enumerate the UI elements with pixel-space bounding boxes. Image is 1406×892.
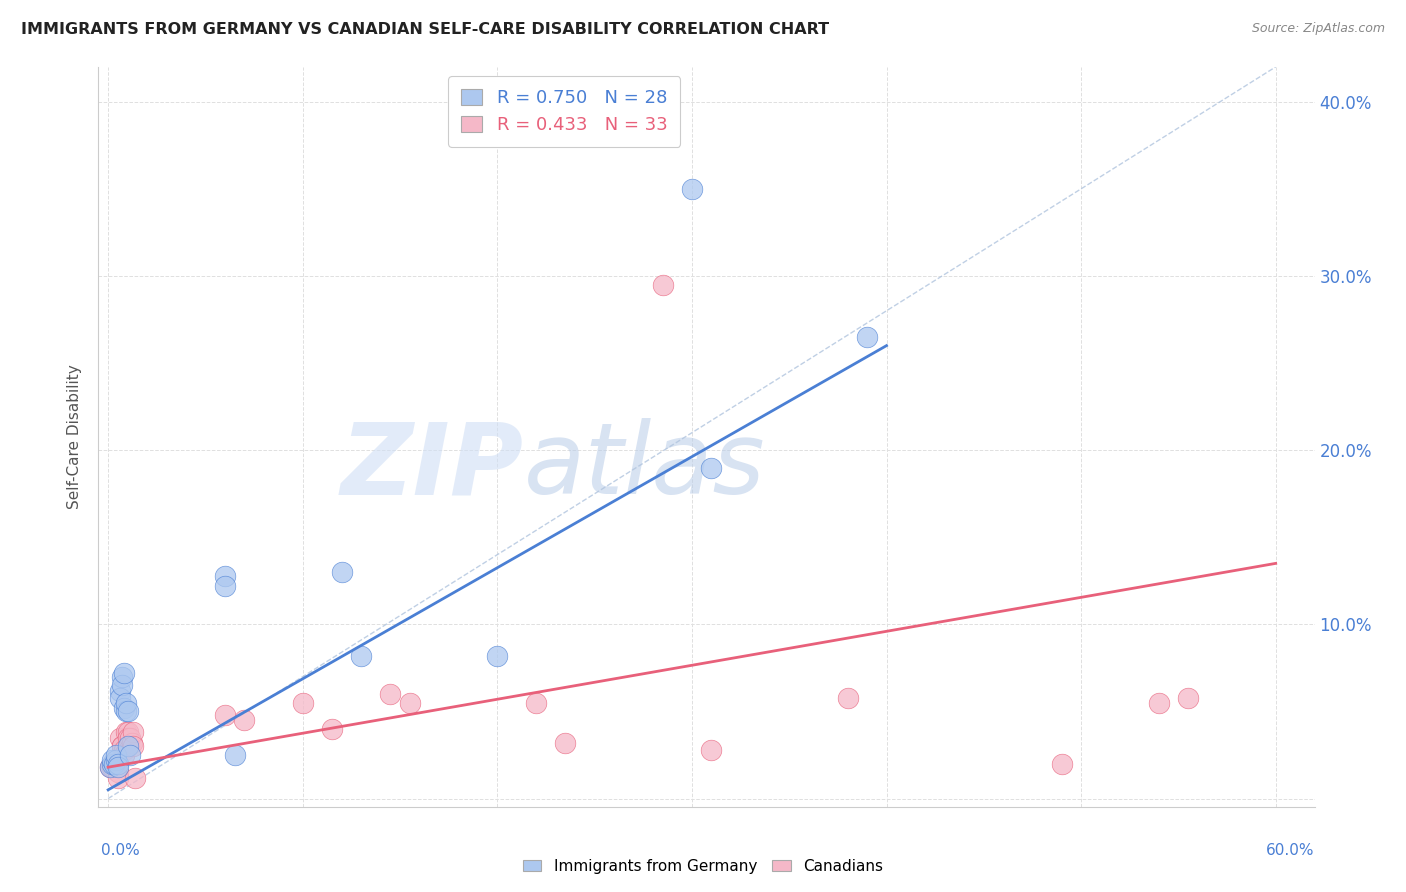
Legend: Immigrants from Germany, Canadians: Immigrants from Germany, Canadians <box>517 853 889 880</box>
Point <box>101 760 124 774</box>
Point <box>114 696 136 710</box>
Text: 60.0%: 60.0% <box>1267 843 1315 858</box>
Point <box>117 739 139 754</box>
Point <box>112 743 135 757</box>
Point <box>118 731 141 745</box>
Point <box>103 756 125 771</box>
Point <box>681 182 703 196</box>
Point <box>1147 696 1170 710</box>
Point <box>101 753 124 767</box>
Point <box>114 705 136 719</box>
Point <box>104 760 127 774</box>
Point <box>108 690 131 705</box>
Point <box>117 731 139 745</box>
Point <box>108 683 131 698</box>
Point <box>107 760 129 774</box>
Point <box>398 696 420 710</box>
Point <box>111 739 134 754</box>
Point <box>1177 690 1199 705</box>
Point <box>114 725 136 739</box>
Point <box>700 460 723 475</box>
Point <box>224 747 246 762</box>
Point <box>214 568 236 582</box>
Text: IMMIGRANTS FROM GERMANY VS CANADIAN SELF-CARE DISABILITY CORRELATION CHART: IMMIGRANTS FROM GERMANY VS CANADIAN SELF… <box>21 22 830 37</box>
Point <box>103 756 125 771</box>
Point <box>108 731 131 745</box>
Point <box>1050 756 1073 771</box>
Point <box>524 696 547 710</box>
Point <box>117 705 139 719</box>
Point <box>117 725 139 739</box>
Point <box>124 771 146 785</box>
Point <box>104 747 127 762</box>
Point <box>104 753 127 767</box>
Text: atlas: atlas <box>524 418 766 516</box>
Text: ZIP: ZIP <box>342 418 524 516</box>
Point <box>98 760 121 774</box>
Text: 0.0%: 0.0% <box>101 843 141 858</box>
Point <box>111 670 134 684</box>
Point <box>380 687 402 701</box>
Point <box>112 666 135 681</box>
Point <box>111 678 134 692</box>
Point <box>98 760 121 774</box>
Point <box>651 277 673 292</box>
Point <box>101 756 124 771</box>
Legend: R = 0.750   N = 28, R = 0.433   N = 33: R = 0.750 N = 28, R = 0.433 N = 33 <box>449 76 681 147</box>
Point <box>554 736 576 750</box>
Point <box>122 739 145 754</box>
Point <box>122 725 145 739</box>
Point <box>214 579 236 593</box>
Point <box>233 713 256 727</box>
Point <box>700 743 723 757</box>
Text: Source: ZipAtlas.com: Source: ZipAtlas.com <box>1251 22 1385 36</box>
Point <box>107 771 129 785</box>
Point <box>111 739 134 754</box>
Point <box>330 565 353 579</box>
Point <box>112 747 135 762</box>
Point <box>107 756 129 771</box>
Point <box>107 765 129 780</box>
Point <box>486 648 509 663</box>
Point <box>121 736 143 750</box>
Point <box>214 707 236 722</box>
Point <box>856 330 879 344</box>
Point <box>837 690 859 705</box>
Point <box>118 747 141 762</box>
Point <box>291 696 314 710</box>
Point <box>350 648 373 663</box>
Point <box>321 722 343 736</box>
Y-axis label: Self-Care Disability: Self-Care Disability <box>67 365 83 509</box>
Point <box>112 701 135 715</box>
